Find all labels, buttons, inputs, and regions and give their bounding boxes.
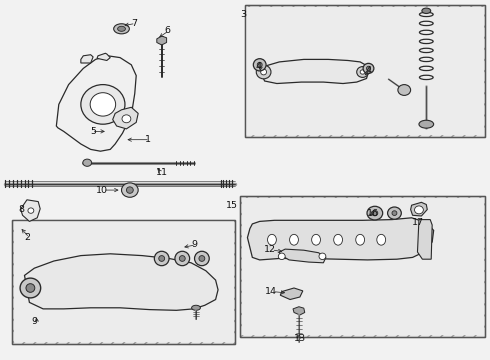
Bar: [245, 5, 485, 137]
Bar: [246, 7, 484, 135]
Text: 15: 15: [226, 201, 238, 210]
Bar: [242, 198, 484, 335]
Ellipse shape: [199, 256, 205, 261]
Ellipse shape: [195, 251, 209, 266]
Ellipse shape: [372, 210, 378, 216]
Ellipse shape: [257, 62, 262, 67]
Text: 13: 13: [294, 334, 306, 343]
Ellipse shape: [415, 206, 423, 214]
Ellipse shape: [319, 253, 326, 260]
Ellipse shape: [114, 24, 129, 34]
Bar: [14, 221, 234, 342]
Ellipse shape: [312, 234, 320, 245]
Text: 10: 10: [96, 186, 108, 194]
Polygon shape: [81, 55, 93, 63]
Text: 5: 5: [91, 127, 97, 136]
Ellipse shape: [290, 234, 298, 245]
Polygon shape: [21, 200, 40, 221]
Text: 12: 12: [265, 246, 276, 254]
Ellipse shape: [175, 251, 190, 266]
Polygon shape: [279, 249, 326, 263]
Bar: [12, 220, 235, 344]
Polygon shape: [293, 307, 305, 315]
Ellipse shape: [118, 26, 125, 31]
Polygon shape: [417, 220, 432, 259]
Ellipse shape: [192, 305, 200, 310]
Ellipse shape: [367, 66, 370, 71]
Ellipse shape: [392, 211, 397, 215]
Ellipse shape: [261, 69, 267, 75]
Text: 6: 6: [164, 26, 170, 35]
Text: 9: 9: [32, 317, 38, 325]
Ellipse shape: [356, 234, 365, 245]
Ellipse shape: [179, 256, 185, 261]
Ellipse shape: [256, 65, 271, 79]
Ellipse shape: [90, 93, 116, 116]
Polygon shape: [97, 53, 110, 60]
Text: 2: 2: [24, 233, 30, 242]
Ellipse shape: [81, 85, 125, 124]
Ellipse shape: [253, 59, 266, 71]
Ellipse shape: [20, 278, 41, 298]
Ellipse shape: [398, 85, 411, 95]
Text: 16: 16: [367, 210, 378, 218]
Ellipse shape: [159, 256, 165, 261]
Text: 14: 14: [266, 287, 277, 296]
Text: 4: 4: [256, 62, 262, 71]
Text: 7: 7: [131, 19, 137, 28]
Polygon shape: [113, 107, 138, 129]
Polygon shape: [411, 202, 427, 216]
Ellipse shape: [388, 207, 401, 219]
Ellipse shape: [26, 284, 35, 292]
Ellipse shape: [367, 206, 383, 220]
Ellipse shape: [419, 120, 434, 128]
Polygon shape: [247, 218, 434, 260]
Ellipse shape: [122, 183, 138, 197]
Polygon shape: [157, 36, 167, 45]
Ellipse shape: [422, 8, 431, 13]
Ellipse shape: [122, 115, 131, 123]
Ellipse shape: [278, 253, 285, 260]
Ellipse shape: [363, 63, 374, 73]
Bar: [240, 196, 485, 337]
Text: 1: 1: [145, 135, 151, 144]
Text: 8: 8: [19, 205, 25, 214]
Ellipse shape: [126, 187, 133, 193]
Polygon shape: [24, 254, 218, 310]
Bar: [245, 5, 485, 137]
Ellipse shape: [154, 251, 169, 266]
Polygon shape: [280, 288, 303, 300]
Ellipse shape: [360, 70, 365, 74]
Ellipse shape: [268, 234, 276, 245]
Ellipse shape: [334, 234, 343, 245]
Bar: [12, 220, 235, 344]
Polygon shape: [260, 59, 368, 84]
Text: 11: 11: [156, 168, 168, 177]
Bar: [240, 196, 485, 337]
Text: 9: 9: [191, 240, 197, 249]
Text: 17: 17: [412, 218, 423, 227]
Polygon shape: [56, 56, 136, 151]
Ellipse shape: [377, 234, 386, 245]
Ellipse shape: [357, 67, 368, 77]
Text: 4: 4: [365, 66, 371, 75]
Ellipse shape: [83, 159, 92, 166]
Ellipse shape: [28, 208, 34, 213]
Text: 3: 3: [240, 10, 246, 19]
